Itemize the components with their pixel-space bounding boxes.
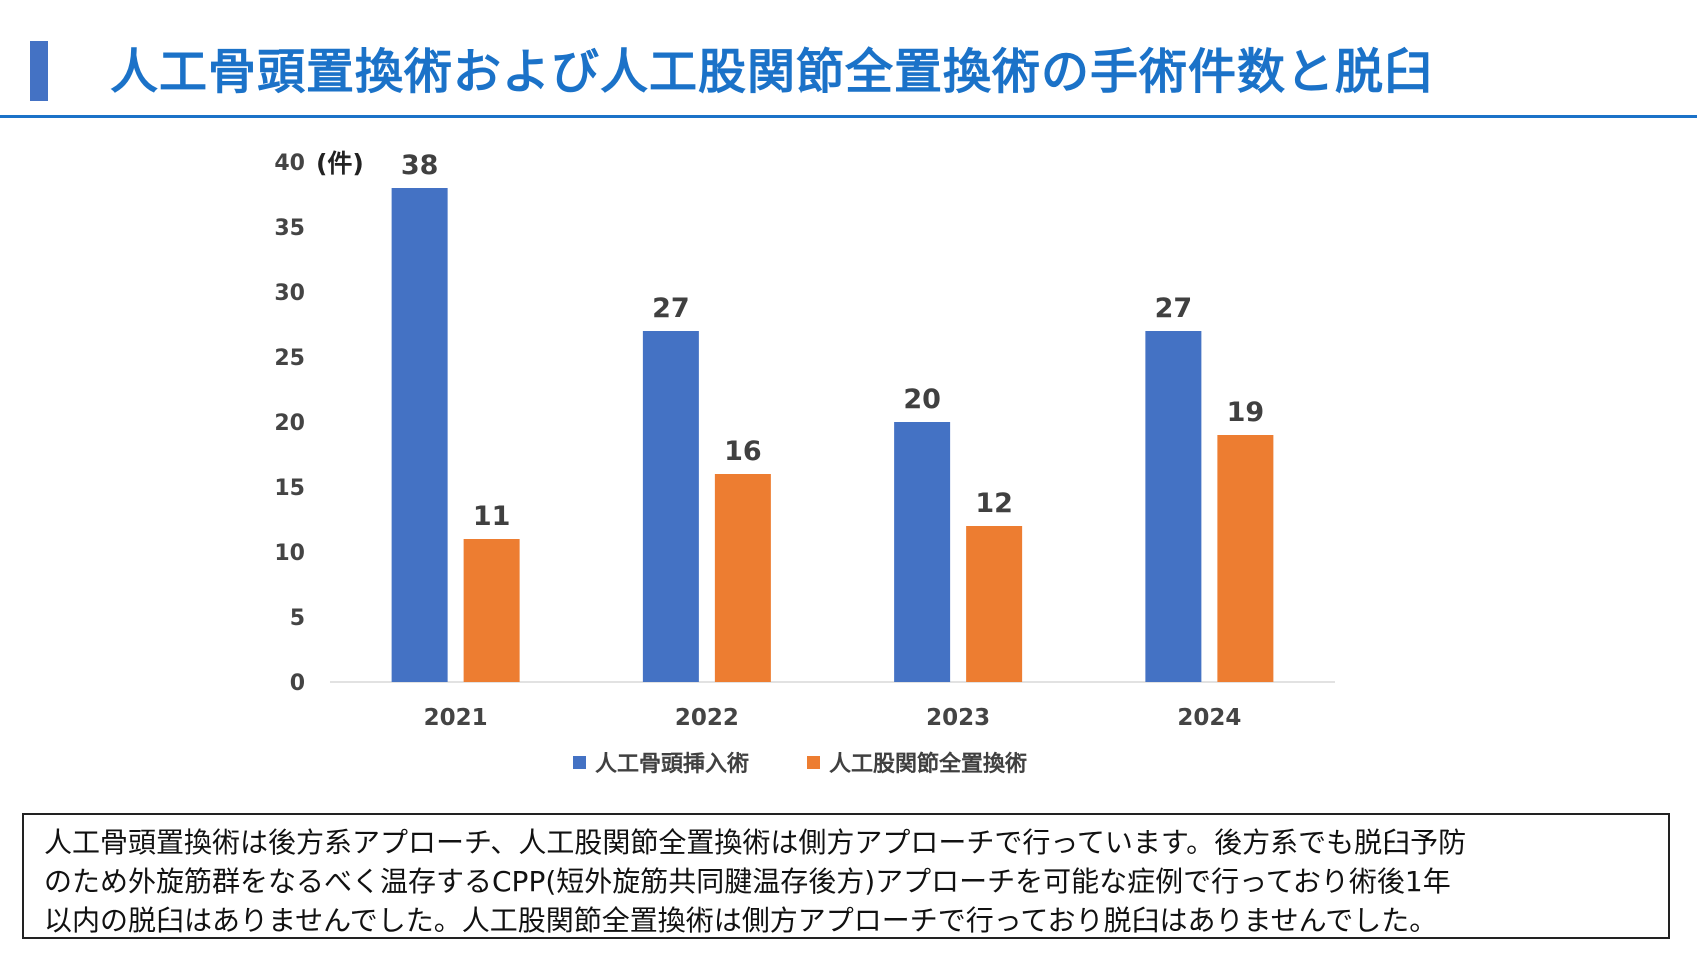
- bar-series1-2022: [642, 331, 699, 682]
- y-tick-label: 10: [274, 541, 305, 566]
- data-label: 27: [1155, 293, 1193, 324]
- x-tick-label: 2023: [926, 705, 990, 731]
- x-tick-label: 2024: [1177, 705, 1241, 731]
- legend-swatch-2: [807, 756, 820, 769]
- y-tick-label: 25: [274, 346, 305, 371]
- page-title: 人工骨頭置換術および人工股関節全置換術の手術件数と脱臼: [110, 44, 1434, 100]
- y-tick-label: 5: [290, 606, 305, 631]
- bar-series2-2024: [1217, 435, 1274, 682]
- title-marker: [30, 41, 48, 101]
- note-line-2: のため外旋筋群をなるべく温存するCPP(短外旋筋共同腱温存後方)アプローチを可能…: [44, 865, 1451, 898]
- bar-series1-2023: [894, 422, 951, 682]
- bar-series2-2021: [463, 539, 520, 682]
- y-tick-label: 0: [290, 671, 305, 696]
- y-tick-label: 15: [274, 476, 305, 501]
- y-tick-label: 30: [274, 281, 305, 306]
- title-divider: [0, 115, 1697, 118]
- x-tick-label: 2021: [424, 705, 488, 731]
- bar-chart: 0 5 10 15 20 25 30 35 40 (件) 38 11 2021 27 16 2022 20 12 2…: [274, 149, 1335, 777]
- y-tick-label: 20: [274, 411, 305, 436]
- data-label: 12: [975, 488, 1013, 519]
- bar-series2-2023: [966, 526, 1023, 682]
- x-tick-label: 2022: [675, 705, 739, 731]
- y-tick-label: 40: [274, 151, 305, 176]
- data-label: 20: [903, 384, 941, 415]
- legend-label-1: 人工骨頭挿入術: [595, 751, 749, 777]
- bar-series1-2021: [391, 188, 448, 682]
- bar-series2-2022: [714, 474, 771, 682]
- note-line-3: 以内の脱臼はありませんでした。人工股関節全置換術は側方アプローチで行っており脱臼…: [44, 904, 1438, 937]
- data-label: 11: [473, 501, 511, 532]
- legend-swatch-1: [573, 756, 586, 769]
- y-axis-unit-label: (件): [316, 149, 364, 178]
- note-box: 人工骨頭置換術は後方系アプローチ、人工股関節全置換術は側方アプローチで行っていま…: [22, 813, 1670, 939]
- note-line-1: 人工骨頭置換術は後方系アプローチ、人工股関節全置換術は側方アプローチで行っていま…: [44, 826, 1467, 859]
- data-label: 16: [724, 436, 762, 467]
- data-label: 19: [1227, 397, 1265, 428]
- legend-label-2: 人工股関節全置換術: [829, 751, 1027, 777]
- data-label: 38: [401, 150, 439, 181]
- y-tick-label: 35: [274, 216, 305, 241]
- data-label: 27: [652, 293, 690, 324]
- bar-series1-2024: [1145, 331, 1202, 682]
